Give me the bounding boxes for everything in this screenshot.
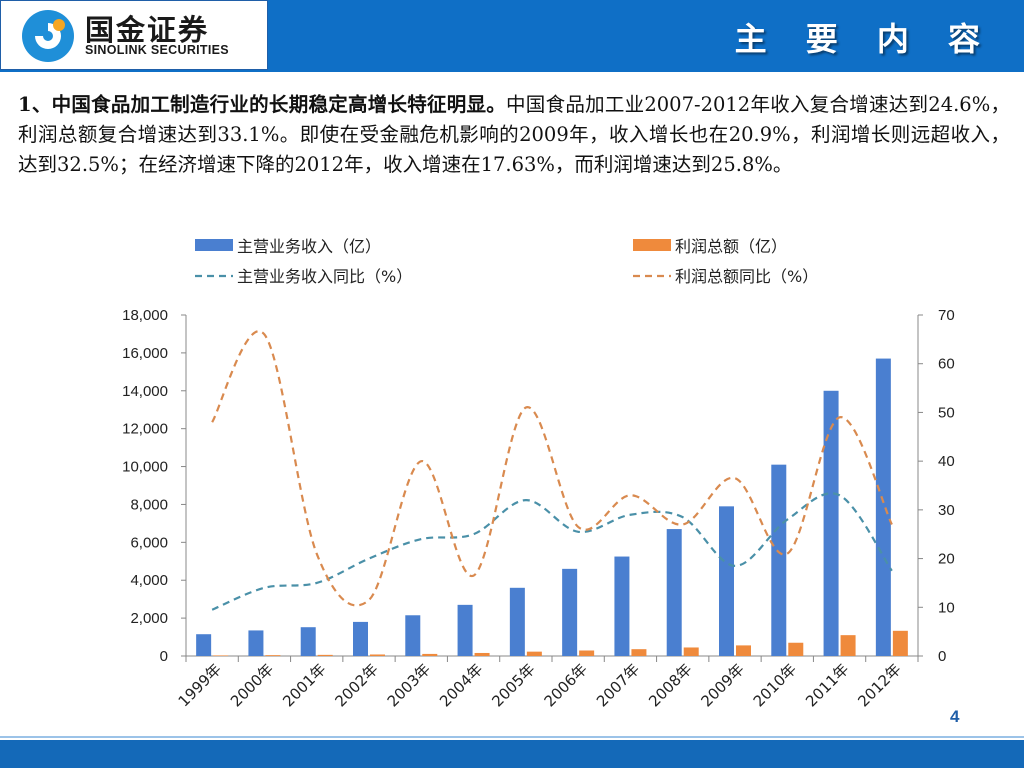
right-axis-tick-label: 10 <box>938 599 955 616</box>
revenue-bar <box>248 630 264 656</box>
profit-bar <box>579 650 595 656</box>
revenue-bar <box>875 358 891 656</box>
right-axis-tick-label: 50 <box>938 404 955 421</box>
x-axis-category-label: 2007年 <box>593 660 643 710</box>
page-number: 4 <box>950 707 960 726</box>
x-axis-category-label: 2011年 <box>802 660 852 710</box>
intro-paragraph: 1、中国食品加工制造行业的长期稳定高增长特征明显。中国食品加工业2007-201… <box>18 90 1010 180</box>
right-axis-tick-label: 70 <box>938 307 955 324</box>
profit-bar <box>213 655 229 656</box>
legend-revenue-yoy-label: 主营业务收入同比（%） <box>237 267 412 286</box>
revenue-bar <box>771 464 787 656</box>
revenue-bar <box>457 604 473 656</box>
revenue-bar <box>509 587 525 656</box>
left-axis-tick-label: 0 <box>160 648 168 665</box>
x-axis-category-label: 2001年 <box>279 660 329 710</box>
x-axis-category-label: 2006年 <box>541 660 591 710</box>
legend-revenue-swatch <box>195 239 233 251</box>
revenue-bar <box>300 627 316 656</box>
revenue-bar <box>353 621 368 656</box>
left-axis-tick-label: 10,000 <box>122 459 168 476</box>
x-axis-category-label: 2005年 <box>488 660 538 710</box>
legend-profit-yoy-label: 利润总额同比（%） <box>675 267 818 286</box>
right-axis-tick-label: 0 <box>938 648 946 665</box>
sinolink-logo-icon <box>22 10 74 62</box>
right-axis-tick-label: 20 <box>938 551 955 568</box>
x-axis-category-label: 2012年 <box>854 660 904 710</box>
revenue-bar <box>405 615 421 656</box>
revenue-bar <box>719 506 734 656</box>
x-axis-category-label: 2004年 <box>436 660 486 710</box>
left-axis-tick-label: 2,000 <box>130 610 168 627</box>
company-logo: 国金证券 SINOLINK SECURITIES <box>0 0 268 70</box>
profit-bar <box>265 655 281 656</box>
legend-profit-swatch <box>633 239 671 251</box>
profit-bar <box>788 642 804 656</box>
revenue-bar <box>614 556 630 656</box>
x-axis-category-label: 2009年 <box>697 660 747 710</box>
intro-body: 中国食品加工业2007-2012年收入复合增速达到24.6%，利润总额复合增速达… <box>18 93 1010 176</box>
profit-bar <box>683 647 699 656</box>
footer-bar <box>0 740 1024 768</box>
left-axis-tick-label: 18,000 <box>122 307 168 324</box>
x-axis-category-label: 2000年 <box>227 660 277 710</box>
legend-profit-label: 利润总额（亿） <box>675 237 787 256</box>
profit-bar <box>631 649 647 656</box>
left-axis-tick-label: 14,000 <box>122 383 168 400</box>
revenue-bar <box>196 634 212 656</box>
profit-yoy-line <box>211 330 893 607</box>
left-axis-tick-label: 12,000 <box>122 421 168 438</box>
left-axis-tick-label: 16,000 <box>122 345 168 362</box>
profit-bar <box>736 645 751 656</box>
profit-bar <box>317 654 333 656</box>
revenue-bar <box>823 390 839 656</box>
legend-revenue-label: 主营业务收入（亿） <box>237 237 381 256</box>
revenue-bar <box>562 568 578 656</box>
profit-bar <box>474 652 490 656</box>
profit-bar <box>892 630 908 656</box>
right-axis-tick-label: 40 <box>938 453 955 470</box>
left-axis-tick-label: 8,000 <box>130 496 168 513</box>
right-axis-tick-label: 60 <box>938 356 955 373</box>
profit-bar <box>526 651 542 656</box>
left-axis-tick-label: 6,000 <box>130 534 168 551</box>
right-axis-tick-label: 30 <box>938 502 955 519</box>
intro-lead: 1、中国食品加工制造行业的长期稳定高增长特征明显。 <box>18 93 507 116</box>
left-axis-tick-label: 4,000 <box>130 572 168 589</box>
revenue-bar <box>666 529 682 656</box>
section-title: 主 要 内 容 <box>734 20 994 58</box>
x-axis-category-label: 2002年 <box>331 660 381 710</box>
revenue-profit-chart: 0 2,000 4,000 6,000 8,000 10,000 12,000 14,000 1… <box>122 237 955 710</box>
footer-divider <box>0 736 1024 738</box>
profit-bar <box>840 635 856 656</box>
x-axis-category-label: 2003年 <box>384 660 434 710</box>
brand-name-cn: 国金证券 <box>85 13 210 47</box>
x-axis-category-label: 2010年 <box>750 660 800 710</box>
x-axis-category-label: 1999年 <box>175 660 225 710</box>
brand-name-en: SINOLINK SECURITIES <box>85 43 229 57</box>
profit-bar <box>422 653 438 656</box>
profit-bar <box>370 654 385 656</box>
x-axis-category-label: 2008年 <box>645 660 695 710</box>
